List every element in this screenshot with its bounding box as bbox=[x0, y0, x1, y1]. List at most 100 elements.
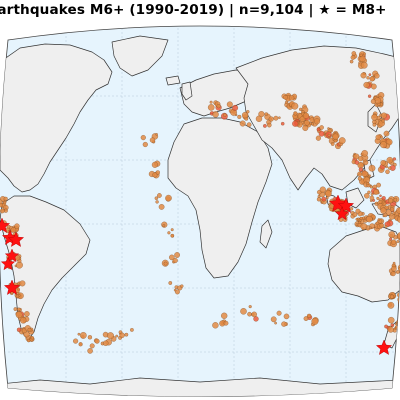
earthquake-marker bbox=[318, 130, 325, 137]
earthquake-marker bbox=[383, 130, 390, 137]
north-america bbox=[0, 43, 113, 193]
earthquake-marker bbox=[384, 205, 389, 210]
earthquake-marker bbox=[359, 53, 363, 57]
earthquake-marker bbox=[376, 182, 381, 188]
earthquake-marker bbox=[385, 169, 390, 175]
earthquake-marker bbox=[321, 196, 327, 202]
earthquake-marker bbox=[302, 125, 309, 131]
earthquake-marker bbox=[379, 223, 385, 228]
earthquake-marker bbox=[246, 122, 252, 128]
earthquake-marker bbox=[167, 231, 171, 235]
earthquake-marker bbox=[349, 59, 354, 64]
earthquake-marker bbox=[355, 218, 359, 221]
earthquake-marker bbox=[354, 160, 360, 165]
earthquake-marker bbox=[387, 326, 394, 333]
earthquake-marker bbox=[27, 338, 31, 343]
earthquake-marker bbox=[352, 212, 358, 217]
earthquake-marker bbox=[162, 224, 166, 227]
earthquake-marker bbox=[379, 194, 382, 198]
earthquake-marker bbox=[253, 316, 259, 322]
earthquake-marker bbox=[276, 310, 282, 316]
earthquake-marker bbox=[274, 321, 277, 325]
earthquake-marker bbox=[212, 322, 219, 329]
earthquake-marker bbox=[360, 61, 368, 69]
earthquake-marker bbox=[395, 270, 400, 274]
earthquake-marker bbox=[387, 198, 394, 204]
earthquake-marker bbox=[306, 313, 312, 319]
earthquake-marker bbox=[278, 116, 281, 119]
star-icon bbox=[3, 279, 21, 295]
earthquake-marker bbox=[370, 98, 376, 104]
earthquake-marker bbox=[360, 72, 367, 79]
earthquake-marker bbox=[360, 223, 368, 230]
earthquake-marker bbox=[17, 307, 21, 312]
earthquake-marker bbox=[361, 150, 368, 157]
earthquake-marker bbox=[397, 216, 400, 223]
greenland bbox=[111, 35, 169, 77]
earthquake-marker bbox=[209, 100, 213, 104]
earthquake-marker bbox=[221, 312, 228, 319]
earthquake-marker bbox=[368, 73, 372, 77]
star-icon bbox=[334, 206, 350, 221]
major-earthquake-markers bbox=[0, 194, 393, 355]
earthquake-marker bbox=[395, 319, 400, 326]
madagascar bbox=[259, 219, 273, 249]
earthquake-marker bbox=[392, 157, 397, 161]
earthquake-marker bbox=[325, 196, 329, 200]
earthquake-marker bbox=[165, 194, 172, 202]
earthquake-marker bbox=[371, 114, 378, 121]
earthquake-marker bbox=[246, 110, 250, 114]
earthquake-marker bbox=[357, 162, 364, 169]
star-icon bbox=[0, 256, 16, 271]
earthquake-marker bbox=[388, 213, 396, 220]
earthquake-marker bbox=[367, 94, 372, 98]
earthquake-marker bbox=[380, 160, 386, 166]
earthquake-marker bbox=[223, 113, 227, 117]
earthquake-marker bbox=[366, 181, 370, 186]
earthquake-marker bbox=[15, 294, 20, 298]
earthquake-marker bbox=[216, 104, 221, 109]
earthquake-marker bbox=[381, 196, 386, 201]
earthquake-marker bbox=[369, 185, 373, 189]
map-title: Earthquakes M6+ (1990-2019) | n=9,104 | … bbox=[0, 2, 387, 18]
earthquake-marker bbox=[383, 212, 388, 218]
earthquake-marker bbox=[370, 193, 374, 196]
earthquake-marker bbox=[119, 332, 125, 338]
earthquake-marker bbox=[380, 112, 387, 119]
earthquake-marker bbox=[303, 316, 309, 321]
earthquake-marker bbox=[268, 116, 274, 122]
great-britain bbox=[181, 81, 193, 101]
earthquake-marker bbox=[140, 135, 146, 141]
earthquake-marker bbox=[366, 76, 370, 80]
earthquake-marker bbox=[270, 316, 277, 323]
earthquake-marker bbox=[299, 107, 303, 112]
earthquake-marker bbox=[207, 104, 215, 111]
earthquake-marker bbox=[390, 323, 395, 328]
earthquake-marker bbox=[319, 186, 326, 193]
earthquake-marker bbox=[78, 342, 83, 347]
earthquake-marker bbox=[115, 334, 119, 338]
earthquake-marker bbox=[358, 167, 364, 172]
earthquake-marker bbox=[291, 102, 299, 110]
earthquake-marker bbox=[367, 190, 371, 194]
earthquake-marker bbox=[358, 221, 362, 224]
earthquake-marker bbox=[170, 233, 175, 238]
earthquake-marker bbox=[357, 171, 363, 177]
earthquake-marker bbox=[374, 73, 380, 79]
earthquake-marker bbox=[319, 125, 324, 130]
earthquake-marker bbox=[87, 348, 93, 354]
earthquake-marker bbox=[389, 294, 395, 299]
iceland bbox=[165, 75, 181, 86]
earthquake-marker bbox=[232, 104, 239, 111]
earthquake-marker bbox=[102, 340, 109, 346]
earthquake-marker bbox=[309, 122, 312, 125]
earthquake-marker bbox=[73, 338, 79, 344]
earthquake-marker bbox=[283, 313, 290, 320]
earthquake-marker bbox=[0, 208, 5, 214]
earthquake-marker bbox=[0, 202, 3, 208]
star-icon bbox=[0, 217, 11, 233]
earthquake-marker bbox=[393, 197, 398, 202]
earthquake-marker bbox=[293, 111, 298, 116]
earthquake-marker bbox=[169, 254, 175, 261]
earthquake-marker bbox=[370, 83, 377, 90]
